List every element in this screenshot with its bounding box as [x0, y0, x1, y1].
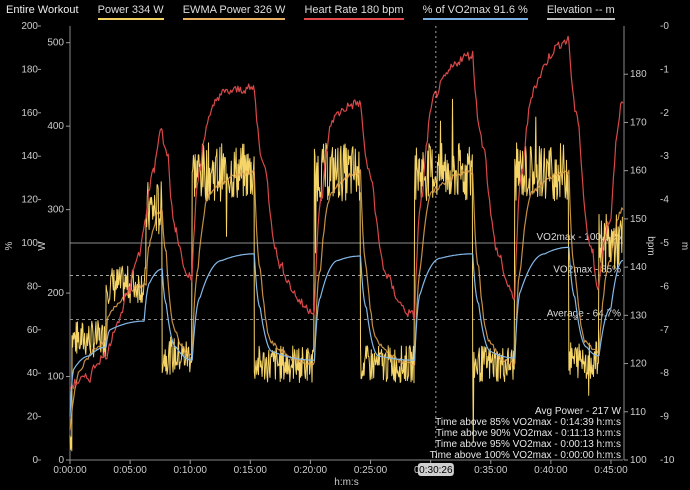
stat-line: Time above 90% VO2max - 0:11:13 h:m:s: [436, 428, 621, 439]
series-line-of-vo2max: [69, 246, 624, 417]
elev-tick-label: -7: [660, 325, 669, 336]
reference-line-label: VO2max - 100.0 %: [537, 232, 622, 243]
pct-tick-label: 0: [32, 455, 38, 466]
elev-tick-label: -2: [660, 108, 669, 119]
pct-axis-title: %: [4, 241, 15, 250]
elev-tick-label: -10: [660, 455, 675, 466]
elev-tick-label: -9: [660, 412, 669, 423]
x-tick-label: 0:35:00: [474, 465, 508, 476]
hr-tick-label: 120: [630, 359, 647, 370]
reference-line-label: VO2max - 85%: [553, 265, 621, 276]
power-tick-label: 500: [47, 38, 64, 49]
power-tick-label: 0: [58, 455, 64, 466]
stat-line: Time above 100% VO2max - 0:00:00 h:m:s: [430, 450, 621, 461]
pct-tick-label: 60: [27, 325, 39, 336]
power-axis-title: W: [37, 241, 48, 251]
reference-line-label: Average - 64.7%: [547, 309, 621, 320]
elev-tick-label: -1: [660, 64, 669, 75]
cursor-time-badge: 0:30:26: [417, 463, 454, 476]
x-tick-label: 0:20:00: [294, 465, 328, 476]
chart-axes: 0 20 40 60 80 100 120 140 160 180 200% 0 100 200 300 40…: [4, 21, 690, 488]
pct-tick-label: 180: [21, 64, 38, 75]
crosshair-cursor: 0:30:26: [417, 26, 454, 476]
x-tick-label: 0:05:00: [113, 465, 147, 476]
pct-tick-label: 80: [27, 281, 39, 292]
hr-tick-label: 100: [630, 455, 647, 466]
x-tick-label: 0:00:00: [53, 465, 87, 476]
series-line-power: [69, 98, 623, 452]
x-tick-label: 0:45:00: [594, 465, 628, 476]
elev-tick-label: -5: [660, 238, 669, 249]
chart-legend: Entire Workout Power 334 W EWMA Power 32…: [6, 4, 631, 20]
pct-tick-label: 160: [21, 108, 38, 119]
elev-tick-label: -4: [660, 195, 669, 206]
pct-tick-label: 40: [27, 368, 39, 379]
x-tick-label: 0:15:00: [234, 465, 268, 476]
hr-tick-label: 150: [630, 214, 647, 225]
power-tick-label: 100: [47, 372, 64, 383]
legend-item-vo2max[interactable]: % of VO2max 91.6 %: [422, 4, 528, 20]
elev-tick-label: -6: [660, 281, 669, 292]
x-axis-title: h:m:s: [334, 477, 358, 488]
cursor-badge-bg: [417, 463, 454, 476]
legend-item-elevation[interactable]: Elevation -- m: [546, 4, 615, 20]
pct-tick-label: 200: [21, 21, 38, 32]
series-line-heart-rate: [69, 35, 624, 390]
x-tick-label: 0:40:00: [534, 465, 568, 476]
legend-item-power[interactable]: Power 334 W: [97, 4, 164, 20]
legend-title: Entire Workout: [6, 4, 79, 16]
cursor-time-label: 0:30:26: [419, 465, 453, 476]
power-tick-label: 400: [47, 121, 64, 132]
hr-axis-title: bpm: [645, 236, 656, 255]
hr-tick-label: 110: [630, 407, 646, 418]
plot-area: [69, 35, 624, 452]
stat-line: Time above 85% VO2max - 0:14:39 h:m:s: [435, 417, 621, 428]
hr-tick-label: 140: [630, 262, 647, 273]
power-tick-label: 200: [47, 288, 64, 299]
hr-tick-label: 180: [630, 69, 647, 80]
stat-line: Avg Power - 217 W: [535, 406, 622, 417]
x-tick-label: 0:10:00: [174, 465, 208, 476]
elev-tick-label: -8: [660, 368, 669, 379]
power-tick-label: 300: [47, 205, 64, 216]
stat-line: Time above 95% VO2max - 0:00:13 h:m:s: [435, 439, 621, 450]
pct-tick-label: 120: [21, 195, 38, 206]
legend-item-ewma-power[interactable]: EWMA Power 326 W: [182, 4, 286, 20]
pct-tick-label: 100: [21, 238, 38, 249]
hr-tick-label: 170: [630, 117, 647, 128]
hr-tick-label: 160: [630, 166, 647, 177]
pct-tick-label: 20: [27, 412, 39, 423]
series-line-ewma-power: [69, 169, 624, 431]
elev-tick-label: -0: [660, 21, 669, 32]
hr-tick-label: 130: [630, 310, 647, 321]
pct-tick-label: 140: [21, 151, 38, 162]
elev-tick-label: -3: [660, 151, 669, 162]
elev-axis-title: m: [679, 242, 690, 250]
x-tick-label: 0:25:00: [354, 465, 388, 476]
legend-item-heart-rate[interactable]: Heart Rate 180 bpm: [304, 4, 404, 20]
